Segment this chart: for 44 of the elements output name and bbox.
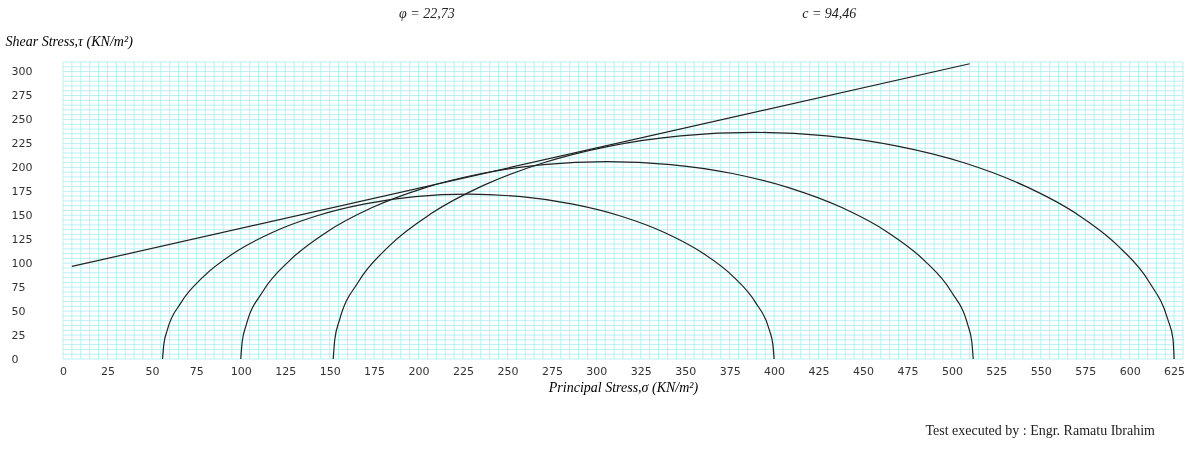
x-tick-label: 400 [764, 364, 786, 378]
y-tick-label: 75 [11, 280, 26, 294]
x-tick-label: 0 [60, 364, 67, 378]
x-tick-label: 75 [189, 364, 204, 378]
x-tick-label: 350 [675, 364, 697, 378]
x-tick-label: 475 [897, 364, 919, 378]
x-tick-label: 525 [986, 364, 1008, 378]
x-tick-label: 250 [497, 364, 519, 378]
x-tick-label: 225 [453, 364, 474, 378]
x-tick-label: 200 [408, 364, 430, 378]
x-tick-label: 275 [541, 364, 563, 378]
text: c = 94,46 [802, 6, 857, 21]
x-tick-label: 175 [364, 364, 386, 378]
x-axis-title: Principal Stress,σ (KN/m²) [547, 379, 699, 396]
x-tick-label: 625 [1164, 364, 1186, 378]
y-axis-title: Shear Stress,τ (KN/m²) [5, 33, 134, 50]
x-tick-label: 375 [719, 364, 741, 378]
text: Test executed by : Engr. Ramatu Ibrahim [925, 423, 1156, 438]
x-tick-label: 150 [319, 364, 341, 378]
x-tick-label: 100 [230, 364, 252, 378]
y-tick-label: 225 [11, 136, 33, 150]
y-tick-label: 175 [11, 184, 33, 198]
y-tick-label: 50 [11, 304, 26, 318]
y-tick-label: 275 [11, 89, 33, 103]
x-tick-label: 550 [1030, 364, 1052, 378]
y-tick-label: 200 [11, 160, 33, 174]
x-tick-label: 575 [1075, 364, 1097, 378]
x-tick-label: 300 [586, 364, 608, 378]
x-tick-label: 125 [275, 364, 297, 378]
x-tick-label: 500 [941, 364, 963, 378]
x-tick-label: 325 [630, 364, 652, 378]
x-tick-label: 25 [100, 364, 115, 378]
x-tick-label: 450 [853, 364, 874, 378]
y-tick-label: 100 [11, 256, 33, 270]
y-tick-label: 300 [11, 65, 33, 79]
y-tick-label: 150 [11, 208, 33, 222]
x-tick-label: 50 [145, 364, 160, 378]
y-tick-label: 125 [11, 232, 33, 246]
x-tick-label: 600 [1119, 364, 1141, 378]
y-tick-label: 0 [11, 352, 19, 366]
text: φ = 22,73 [399, 6, 455, 21]
y-tick-label: 250 [11, 112, 33, 126]
y-tick-label: 25 [11, 328, 26, 342]
x-tick-label: 425 [808, 364, 830, 378]
